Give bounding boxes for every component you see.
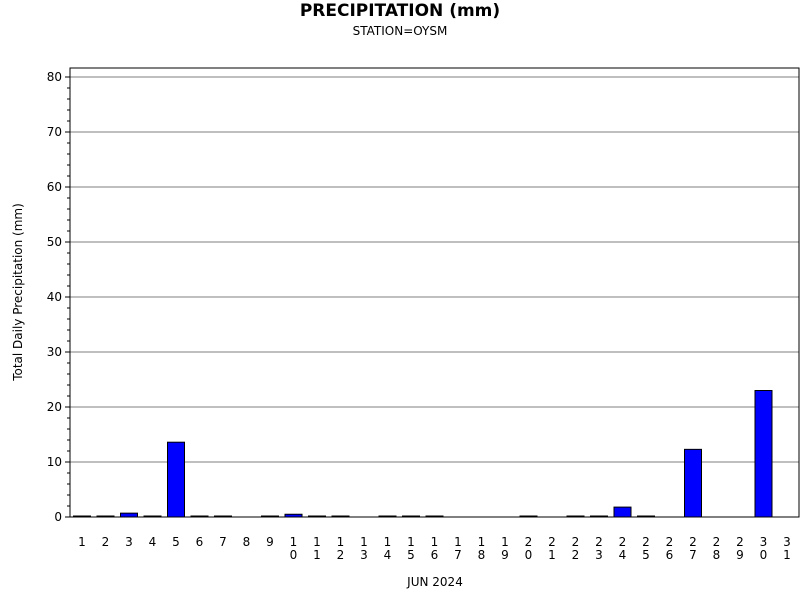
plot-frame bbox=[69, 67, 800, 518]
chart-title: PRECIPITATION (mm) bbox=[299, 1, 501, 21]
y-axis-title: Total Daily Precipitation (mm) bbox=[11, 203, 25, 382]
x-tick-label: 5 bbox=[172, 535, 180, 549]
x-tick-label: 6 bbox=[196, 535, 204, 549]
bar-day-5 bbox=[167, 441, 185, 518]
bar-day-30 bbox=[754, 390, 773, 518]
y-tick-label: 30 bbox=[47, 345, 62, 359]
x-tick-label: 7 bbox=[219, 535, 227, 549]
bars bbox=[73, 390, 773, 518]
x-tick-label: 3 bbox=[125, 535, 133, 549]
x-tick-label-text: 6 bbox=[196, 535, 204, 549]
x-tick-label-text: 7 bbox=[219, 535, 227, 549]
y-tick-label: 80 bbox=[47, 70, 62, 84]
x-tick-label: 2 bbox=[102, 535, 110, 549]
gridlines bbox=[70, 76, 799, 463]
bar-day-24 bbox=[613, 506, 632, 518]
x-tick-label: 4 bbox=[149, 535, 157, 549]
x-tick-label-text: 4 bbox=[149, 535, 157, 549]
y-tick-label: 0 bbox=[54, 510, 62, 524]
x-tick-label: 1 bbox=[78, 535, 86, 549]
y-tick-label: 40 bbox=[47, 290, 62, 304]
y-tick-label: 50 bbox=[47, 235, 62, 249]
x-tick-label: 9 bbox=[266, 535, 274, 549]
x-tick-label-text: 2 bbox=[102, 535, 110, 549]
y-tick-label: 70 bbox=[47, 125, 62, 139]
x-tick-label: 8 bbox=[243, 535, 251, 549]
x-tick-label-text: 1 bbox=[78, 535, 86, 549]
x-tick-label-text: 9 bbox=[266, 535, 274, 549]
bar-day-3 bbox=[120, 512, 138, 518]
y-tick-label: 10 bbox=[47, 455, 62, 469]
x-tick-label-text: 5 bbox=[172, 535, 180, 549]
y-tick-label: 60 bbox=[47, 180, 62, 194]
x-axis-ticks: 1 2 3 4 5 6 7 8 9 1 01 11 21 31 41 51 61 71 81 92 02 12 22 32 42… bbox=[78, 535, 791, 562]
bar-day-27 bbox=[684, 448, 702, 518]
x-tick-label-text: 3 bbox=[125, 535, 133, 549]
x-axis-title: JUN 2024 bbox=[406, 575, 463, 589]
y-tick-label: 20 bbox=[47, 400, 62, 414]
y-axis-ticks: 0 10 20 30 40 50 60 70 80 bbox=[47, 70, 70, 524]
x-tick-label-text: 8 bbox=[243, 535, 251, 549]
chart-subtitle: STATION=OYSM bbox=[352, 24, 448, 38]
